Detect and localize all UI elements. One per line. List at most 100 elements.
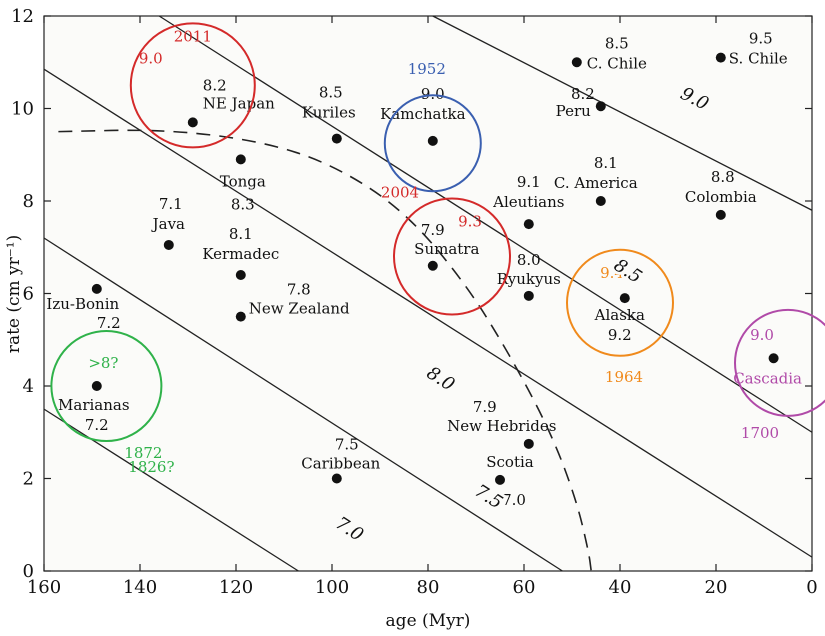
x-tick-label: 80 [417,577,440,598]
data-point [715,209,726,220]
x-axis-label: age (Myr) [386,611,471,631]
point-magnitude: 8.5 [319,84,343,102]
point-label: Tonga [220,172,266,190]
data-point [331,473,342,484]
point-label: Marianas [58,396,130,414]
y-tick-label: 2 [23,469,34,490]
point-magnitude: 7.1 [159,195,183,213]
data-point [523,290,534,301]
highlight-circle [393,197,511,316]
event-year: 1700 [741,424,779,442]
contour-line-8.5 [158,15,813,433]
highlight-circle [129,22,256,149]
point-label: New Hebrides [447,417,556,435]
point-label: Scotia [486,453,534,471]
point-magnitude: 7.9 [421,221,445,239]
point-magnitude: 9.5 [749,30,773,48]
x-tick-label: 60 [513,577,536,598]
event-magnitude: 9.4 [600,264,624,282]
data-point [595,101,606,112]
point-magnitude: 7.2 [97,314,121,332]
y-tick-label: 6 [23,284,34,305]
point-magnitude: 9.1 [517,173,541,191]
x-tick-label: 0 [806,577,817,598]
highlight-circle [50,330,163,442]
contour-line-7.5 [43,237,563,572]
point-label: NE Japan [203,94,275,112]
y-tick-label: 4 [23,376,34,397]
event-magnitude: 9.0 [139,49,163,67]
data-point [619,293,630,304]
data-point [91,283,102,294]
dashed-boundary-curve [58,129,592,572]
magnitude-contours [43,15,813,572]
point-magnitude: 8.2 [571,85,595,103]
point-magnitude: 7.8 [287,281,311,299]
data-point [331,133,342,144]
data-point [523,438,534,449]
data-point [495,474,505,485]
point-magnitude: 9.2 [608,326,632,344]
data-point [235,270,246,280]
y-tick-label: 8 [23,191,34,212]
event-year: 1872 [124,444,162,462]
point-label: Kuriles [302,104,356,122]
point-label: Aleutians [492,193,564,211]
event-magnitude: 9.3 [458,213,482,231]
event-magnitude: >8? [88,354,118,372]
point-label: Kamchatka [380,105,465,123]
event-magnitude: 9.0 [750,326,774,344]
point-label: Java [151,215,185,233]
data-point [91,381,102,391]
point-label: Izu-Bonin [46,295,119,313]
data-point [427,260,438,271]
x-tick-label: 140 [123,577,157,598]
data-point [768,353,779,364]
point-magnitude: 9.0 [421,85,445,103]
point-label: Ryukyus [497,270,561,288]
data-points: NE Japan8.2Tonga8.3Kuriles8.5Kamchatka9.… [46,30,802,509]
plot-area [43,15,813,572]
highlight-circle [383,94,482,193]
data-point [595,196,606,206]
contour-line-7.0 [43,408,299,572]
data-point [715,52,726,63]
data-point [427,135,438,146]
point-magnitude: 7.2 [85,416,109,434]
y-tick-label: 0 [23,561,34,582]
x-tick-label: 20 [705,577,728,598]
data-point [163,239,174,250]
highlight-circles: 2011 9.0 1952 2004 9.3 1964 9.4 1700 9.0 1872 >8? 1… [50,22,825,476]
point-magnitude: 7.0 [502,491,526,509]
point-label: Sumatra [414,240,479,258]
point-magnitude: 8.2 [203,76,227,94]
data-point [235,311,246,322]
y-tick-label: 10 [11,99,34,120]
highlight-circle [566,248,674,357]
point-magnitude: 7.5 [335,436,359,454]
point-magnitude: 8.5 [605,34,629,52]
data-point [571,57,582,68]
point-label: New Zealand [249,300,350,318]
x-tick-label: 40 [609,577,632,598]
point-label: Caribbean [301,455,380,473]
x-tick-label: 160 [27,577,61,598]
data-point [235,154,246,165]
point-label: C. America [554,174,638,192]
point-magnitude: 8.3 [231,195,255,213]
point-label: Peru [556,102,591,120]
contour-line-9.0 [432,15,813,211]
point-magnitude: 8.1 [594,154,618,172]
point-magnitude: 8.0 [517,251,541,269]
axis-ticks: 160 140 120 100 80 60 40 20 0 0 2 4 6 8 10 12 [11,6,818,598]
point-label: Kermadec [202,245,279,263]
point-magnitude: 7.9 [473,398,497,416]
point-magnitude: 8.8 [711,168,735,186]
point-label: S. Chile [729,50,788,68]
point-label: C. Chile [587,54,647,72]
event-year: 2011 [174,27,212,45]
x-tick-label: 100 [315,577,349,598]
point-label: Alaska [594,306,645,324]
data-point [523,219,534,230]
